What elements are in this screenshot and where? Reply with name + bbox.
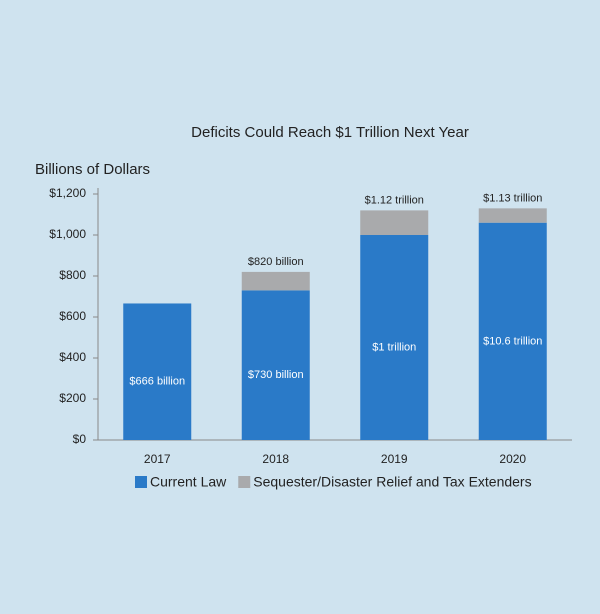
bar-segment <box>241 290 310 440</box>
data-label: $1 trillion <box>372 341 416 353</box>
legend-label: Current Law <box>150 474 227 490</box>
total-label: $1.13 trillion <box>483 192 542 204</box>
y-tick-label: $600 <box>59 309 86 323</box>
data-label: $666 billion <box>129 376 185 388</box>
x-tick-label: 2017 <box>144 452 171 466</box>
y-tick-label: $1,200 <box>49 186 86 200</box>
y-tick-label: $0 <box>73 432 87 446</box>
total-label: $1.12 trillion <box>365 194 424 206</box>
y-tick-label: $200 <box>59 391 86 405</box>
x-tick-label: 2019 <box>381 452 408 466</box>
chart-title: Deficits Could Reach $1 Trillion Next Ye… <box>191 124 469 141</box>
bar-segment <box>241 271 310 291</box>
y-tick-label: $400 <box>59 350 86 364</box>
bar-segment <box>478 208 547 223</box>
total-label: $820 billion <box>248 256 304 268</box>
bar-segment <box>360 235 429 440</box>
legend-swatch <box>135 476 147 488</box>
y-tick-label: $800 <box>59 268 86 282</box>
y-tick-label: $1,000 <box>49 227 86 241</box>
bar-segment <box>360 210 429 235</box>
bar-segment <box>478 222 547 440</box>
legend-swatch <box>238 476 251 488</box>
x-tick-label: 2018 <box>262 452 289 466</box>
data-label: $10.6 trillion <box>483 335 542 347</box>
x-tick-label: 2020 <box>499 452 526 466</box>
legend-label: Sequester/Disaster Relief and Tax Extend… <box>253 474 531 490</box>
bar-segment <box>123 303 192 440</box>
y-axis-title: Billions of Dollars <box>35 161 150 178</box>
data-label: $730 billion <box>248 369 304 381</box>
